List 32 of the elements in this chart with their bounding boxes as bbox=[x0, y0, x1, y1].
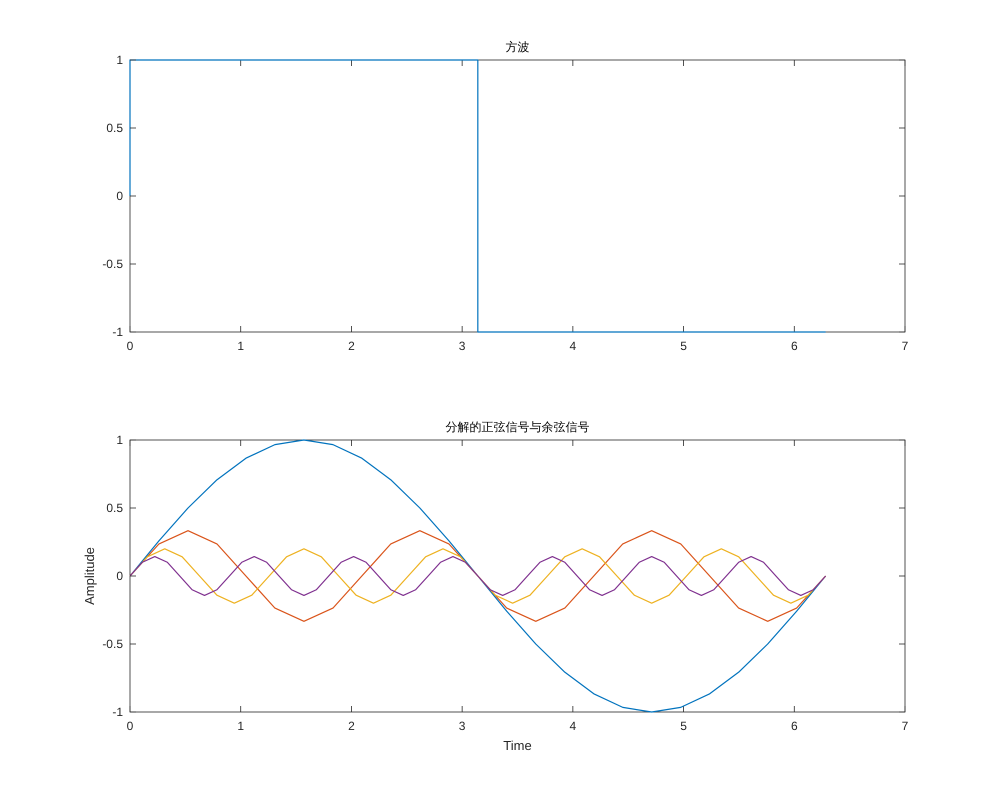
chart-title: 方波 bbox=[506, 40, 530, 54]
y-tick-label: 0.5 bbox=[106, 121, 124, 135]
y-tick-label: 0 bbox=[116, 569, 124, 583]
x-tick-label: 1 bbox=[237, 719, 244, 733]
x-tick-label: 0 bbox=[126, 339, 134, 353]
chart-title: 分解的正弦信号与余弦信号 bbox=[446, 420, 590, 434]
x-tick-label: 6 bbox=[790, 339, 798, 353]
y-tick-label: -0.5 bbox=[102, 257, 124, 271]
x-tick-label: 6 bbox=[790, 719, 798, 733]
x-tick-label: 3 bbox=[458, 719, 466, 733]
x-tick-label: 2 bbox=[348, 719, 356, 733]
x-tick-label: 4 bbox=[570, 339, 577, 353]
x-tick-label: 0 bbox=[126, 719, 134, 733]
y-tick-label: -0.5 bbox=[102, 637, 124, 651]
y-tick-label: 1 bbox=[116, 53, 124, 67]
x-tick-label: 2 bbox=[348, 339, 356, 353]
y-axis-title: Amplitude bbox=[82, 547, 97, 605]
line-series bbox=[129, 556, 826, 596]
x-tick-label: 5 bbox=[680, 719, 688, 733]
x-tick-label: 5 bbox=[680, 339, 688, 353]
x-axis-title: Time bbox=[503, 738, 532, 753]
y-tick-label: -1 bbox=[112, 705, 124, 719]
x-tick-label: 3 bbox=[458, 339, 466, 353]
y-tick-label: 0.5 bbox=[106, 501, 124, 515]
y-tick-label: 1 bbox=[116, 433, 124, 447]
x-tick-label: 7 bbox=[902, 719, 909, 733]
x-tick-label: 7 bbox=[902, 339, 909, 353]
y-tick-label: -1 bbox=[112, 325, 124, 339]
y-tick-label: 0 bbox=[116, 189, 124, 203]
line-series bbox=[129, 439, 826, 713]
x-tick-label: 4 bbox=[570, 719, 577, 733]
x-tick-label: 1 bbox=[237, 339, 244, 353]
